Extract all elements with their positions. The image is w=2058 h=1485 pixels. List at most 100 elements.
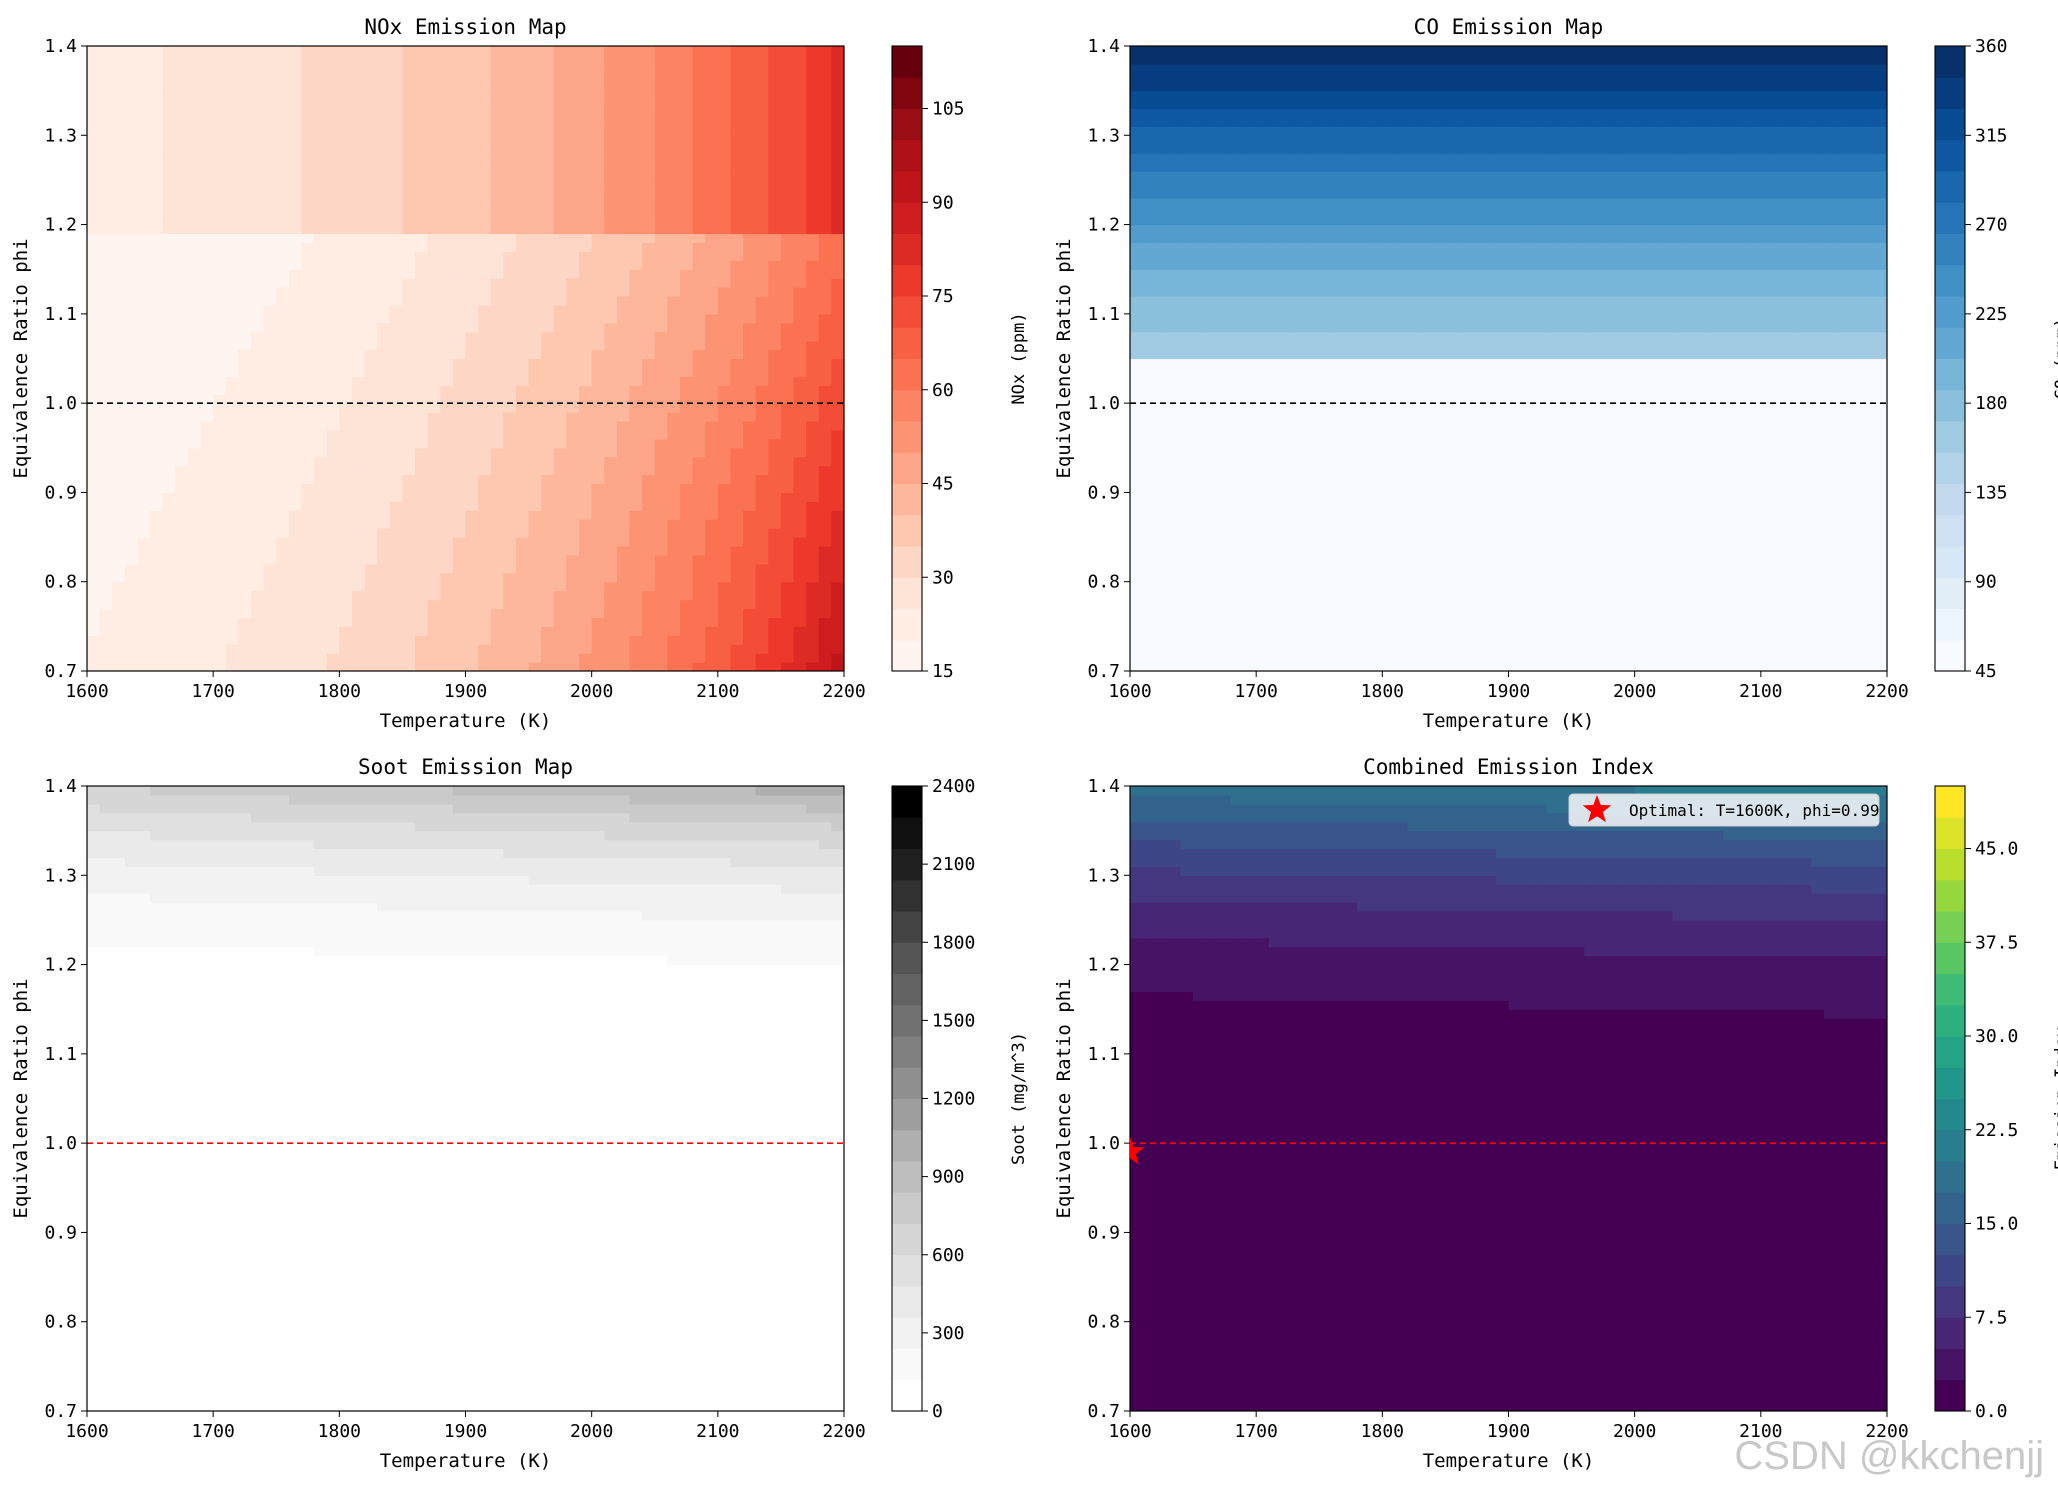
heatmap-cell — [806, 546, 820, 556]
heatmap-cell — [276, 617, 290, 627]
heatmap-cell — [1167, 626, 1182, 636]
heatmap-cell — [705, 224, 719, 235]
heatmap-cell — [87, 546, 101, 556]
heatmap-cell — [364, 206, 378, 217]
heatmap-cell — [124, 394, 139, 404]
heatmap-cell — [326, 626, 340, 636]
heatmap-cell — [1142, 385, 1156, 395]
heatmap-cell — [200, 108, 214, 119]
heatmap-cell — [389, 117, 404, 127]
heatmap-cell — [150, 304, 164, 315]
heatmap-cell — [818, 63, 832, 74]
heatmap-cell — [780, 242, 795, 252]
heatmap-cell — [440, 546, 454, 556]
heatmap-cell — [364, 162, 378, 172]
heatmap-cell — [238, 438, 252, 449]
heatmap-cell — [427, 99, 441, 110]
heatmap-cell — [1130, 322, 1144, 333]
heatmap-cell — [1167, 224, 1182, 235]
heatmap-cell — [251, 153, 265, 163]
heatmap-cell — [490, 242, 504, 252]
heatmap-cell — [276, 662, 290, 671]
heatmap-cell — [642, 126, 656, 136]
heatmap-cell — [427, 635, 441, 645]
heatmap-cell — [743, 63, 757, 74]
heatmap-cell — [1130, 340, 1144, 351]
heatmap-cell — [339, 251, 353, 261]
heatmap-cell — [238, 447, 252, 458]
heatmap-cell — [604, 554, 618, 565]
heatmap-cell — [806, 340, 820, 351]
heatmap-cell — [768, 322, 782, 333]
heatmap-cell — [99, 296, 113, 306]
heatmap-cell — [793, 554, 807, 565]
heatmap-cell — [263, 144, 277, 154]
heatmap-cell — [717, 287, 732, 297]
heatmap-cell — [112, 626, 126, 636]
heatmap-cell — [440, 421, 454, 431]
heatmap-cell — [288, 644, 303, 654]
heatmap-cell — [1142, 438, 1156, 449]
heatmap-cell — [377, 162, 391, 172]
heatmap-cell — [730, 144, 744, 154]
heatmap-cell — [503, 242, 517, 252]
heatmap-cell — [553, 278, 568, 288]
heatmap-cell — [389, 563, 404, 574]
heatmap-cell — [377, 144, 391, 154]
heatmap-cell — [99, 260, 113, 270]
heatmap-cell — [452, 108, 467, 119]
heatmap-cell — [137, 72, 151, 83]
heatmap-cell — [389, 197, 404, 208]
heatmap-cell — [99, 144, 113, 154]
heatmap-cell — [465, 63, 479, 74]
heatmap-cell — [301, 197, 315, 208]
heatmap-cell — [541, 197, 555, 208]
heatmap-cell — [314, 162, 328, 172]
heatmap-cell — [490, 394, 504, 404]
heatmap-cell — [780, 188, 795, 199]
heatmap-cell — [1167, 528, 1182, 538]
heatmap-cell — [402, 554, 416, 565]
heatmap-cell — [377, 403, 391, 413]
heatmap-cell — [213, 367, 227, 377]
heatmap-cell — [162, 90, 176, 101]
heatmap-cell — [150, 537, 164, 547]
heatmap-cell — [288, 54, 303, 65]
heatmap-cell — [541, 331, 555, 342]
heatmap-cell — [503, 269, 517, 279]
heatmap-cell — [263, 126, 277, 136]
heatmap-cell — [579, 108, 593, 119]
heatmap-cell — [326, 126, 340, 136]
heatmap-cell — [162, 242, 176, 252]
heatmap-cell — [503, 447, 517, 458]
heatmap-cell — [288, 72, 303, 83]
heatmap-cell — [793, 90, 807, 101]
heatmap-cell — [768, 662, 782, 671]
heatmap-cell — [452, 349, 467, 360]
heatmap-cell — [124, 340, 139, 351]
heatmap-cell — [124, 251, 139, 261]
heatmap-cell — [818, 46, 832, 56]
heatmap-cell — [1205, 644, 1219, 654]
heatmap-cell — [667, 135, 681, 145]
heatmap-cell — [654, 653, 668, 663]
heatmap-cell — [503, 438, 517, 449]
heatmap-cell — [326, 260, 340, 270]
heatmap-cell — [1193, 483, 1207, 494]
heatmap-cell — [440, 572, 454, 583]
heatmap-cell — [743, 260, 757, 270]
heatmap-cell — [667, 117, 681, 127]
heatmap-cell — [806, 99, 820, 110]
heatmap-cell — [818, 537, 832, 547]
heatmap-cell — [238, 519, 252, 529]
heatmap-cell — [1142, 510, 1156, 520]
heatmap-cell — [629, 188, 643, 199]
heatmap-cell — [1230, 322, 1245, 333]
heatmap-cell — [629, 537, 643, 547]
heatmap-cell — [642, 242, 656, 252]
heatmap-cell — [591, 188, 605, 199]
heatmap-cell — [238, 590, 252, 601]
heatmap-cell — [427, 304, 441, 315]
heatmap-cell — [503, 376, 517, 386]
heatmap-cell — [1142, 546, 1156, 556]
